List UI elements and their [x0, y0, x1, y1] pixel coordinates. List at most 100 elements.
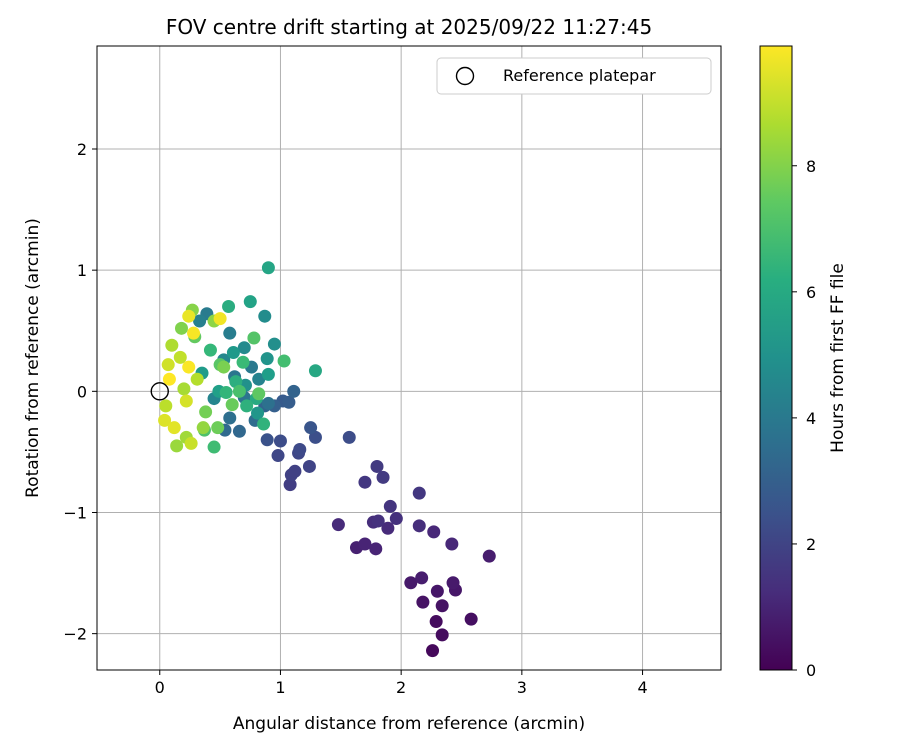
- data-point: [261, 367, 275, 381]
- x-tick-label: 0: [155, 678, 165, 697]
- data-point: [430, 584, 444, 598]
- data-point: [260, 352, 274, 366]
- data-point: [404, 576, 418, 590]
- data-point: [435, 599, 449, 613]
- data-point: [261, 261, 275, 275]
- data-point: [383, 499, 397, 513]
- data-point: [179, 394, 193, 408]
- data-point: [302, 459, 316, 473]
- colorbar-label: Hours from first FF file: [828, 263, 848, 453]
- grid-lines: [97, 46, 721, 670]
- colorbar-tick-label: 2: [806, 535, 816, 554]
- x-axis-ticks: 0 1 2 3 4: [155, 670, 648, 697]
- colorbar-gradient: [759, 45, 793, 671]
- data-point: [158, 413, 172, 427]
- plot-area-frame: [96, 45, 722, 671]
- data-point: [165, 338, 179, 352]
- data-point: [267, 337, 281, 351]
- data-point: [184, 436, 198, 450]
- data-point: [282, 395, 296, 409]
- data-point: [219, 386, 233, 400]
- data-point: [464, 612, 478, 626]
- data-point: [217, 360, 231, 374]
- data-point: [223, 326, 237, 340]
- data-point: [187, 326, 201, 340]
- data-point: [381, 521, 395, 535]
- data-point: [271, 449, 285, 463]
- legend-marker-icon: [455, 66, 475, 86]
- data-point: [190, 372, 204, 386]
- data-point: [237, 341, 251, 355]
- legend-box: [436, 57, 712, 95]
- data-point: [273, 434, 287, 448]
- data-point: [376, 470, 390, 484]
- data-point: [283, 478, 297, 492]
- data-point: [223, 411, 237, 425]
- x-tick-label: 3: [517, 678, 527, 697]
- data-point: [446, 576, 460, 590]
- data-point: [174, 321, 188, 335]
- data-point: [369, 542, 383, 556]
- data-point: [232, 384, 246, 398]
- x-axis-label: Angular distance from reference (arcmin): [233, 714, 585, 734]
- chart-title: FOV centre drift starting at 2025/09/22 …: [166, 15, 652, 39]
- colorbar-tick-label: 6: [806, 283, 816, 302]
- data-point: [427, 525, 441, 539]
- data-point: [257, 417, 271, 431]
- data-point: [288, 464, 302, 478]
- data-point: [308, 364, 322, 378]
- data-point: [236, 355, 250, 369]
- y-axis-ticks: −2 −1 0 1 2: [63, 140, 97, 644]
- data-point: [247, 331, 261, 345]
- data-point: [222, 300, 236, 314]
- data-point: [426, 644, 440, 658]
- data-point: [342, 430, 356, 444]
- data-point: [226, 346, 240, 360]
- data-point: [429, 615, 443, 629]
- data-point: [358, 537, 372, 551]
- data-points: [158, 261, 496, 658]
- data-point: [261, 396, 275, 410]
- data-point: [308, 430, 322, 444]
- data-point: [251, 406, 265, 420]
- data-point: [211, 421, 225, 435]
- y-axis-label: Rotation from reference (arcmin): [23, 218, 43, 498]
- colorbar-tick-label: 4: [806, 409, 816, 428]
- data-point: [358, 475, 372, 489]
- data-point: [435, 628, 449, 642]
- data-point: [389, 512, 403, 526]
- y-tick-label: −1: [63, 503, 87, 522]
- y-tick-label: −2: [63, 625, 87, 644]
- legend: Reference platepar: [436, 57, 712, 95]
- data-point: [173, 350, 187, 364]
- data-point: [196, 421, 210, 435]
- y-tick-label: 2: [77, 140, 87, 159]
- data-point: [304, 421, 318, 435]
- data-point: [193, 314, 207, 328]
- x-tick-label: 2: [396, 678, 406, 697]
- data-point: [412, 486, 426, 500]
- data-point: [287, 384, 301, 398]
- data-point: [159, 399, 173, 413]
- data-point: [162, 372, 176, 386]
- data-point: [370, 459, 384, 473]
- data-point: [170, 439, 184, 453]
- data-point: [243, 295, 257, 309]
- data-point: [167, 421, 181, 435]
- data-point: [277, 354, 291, 368]
- data-point: [415, 571, 429, 585]
- data-point: [161, 358, 175, 372]
- data-point: [260, 433, 274, 447]
- data-point: [182, 309, 196, 323]
- data-point: [177, 382, 191, 396]
- data-point: [331, 518, 345, 532]
- x-tick-label: 4: [637, 678, 647, 697]
- data-point: [213, 312, 227, 326]
- data-point: [293, 442, 307, 456]
- y-tick-label: 0: [77, 382, 87, 401]
- data-point: [225, 398, 239, 412]
- data-point: [252, 372, 266, 386]
- legend-label: Reference platepar: [503, 66, 656, 85]
- colorbar: 0 2 4 6 8 Hours from first FF file: [759, 45, 848, 680]
